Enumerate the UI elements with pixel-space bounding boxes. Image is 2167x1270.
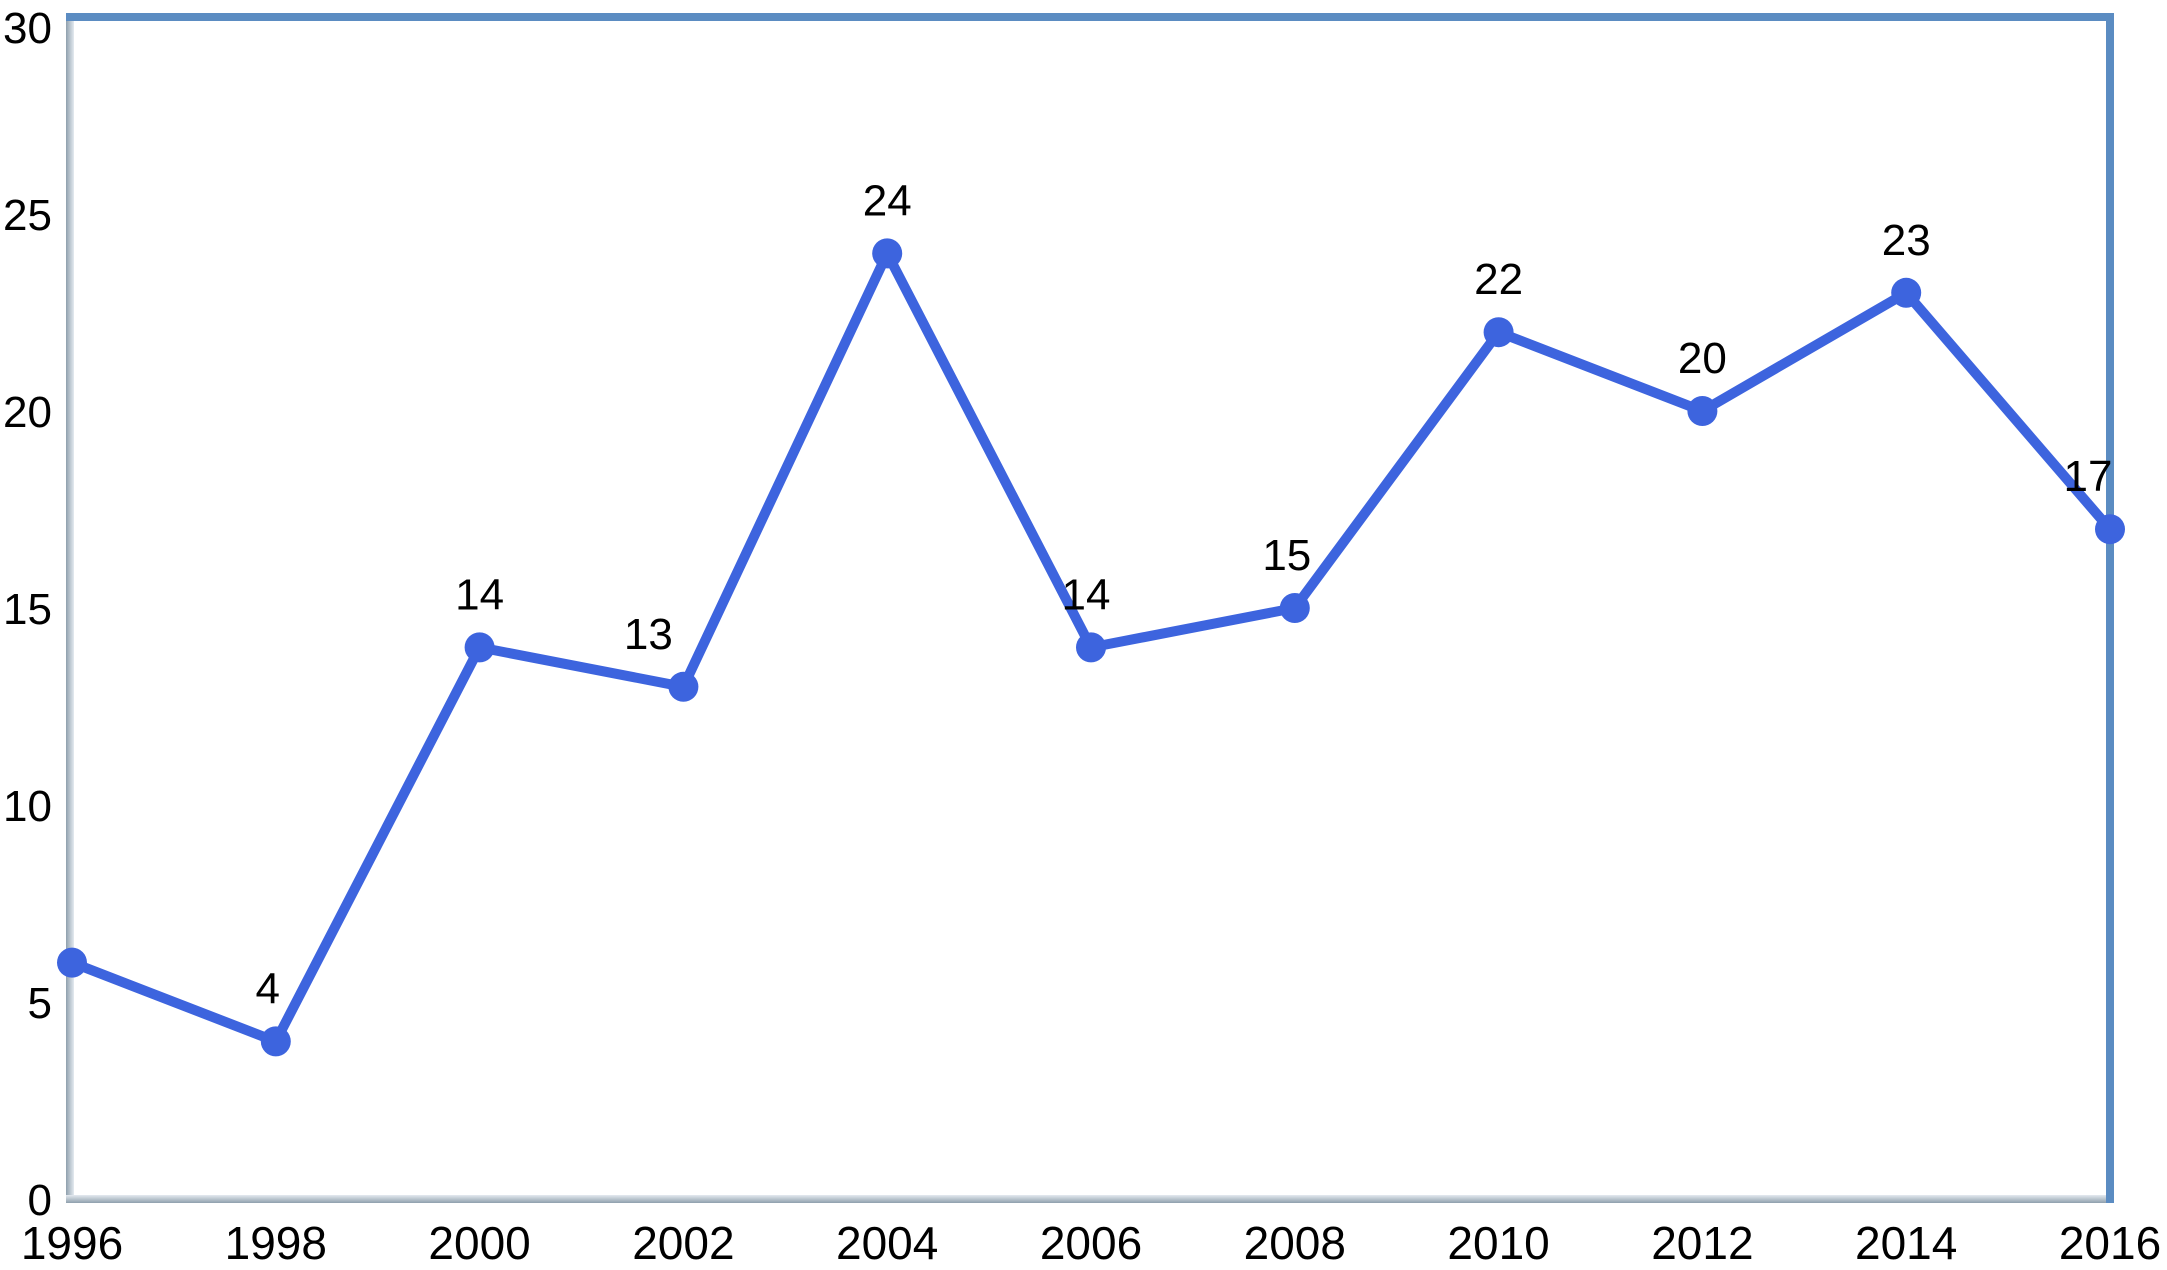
data-point (1279, 593, 1310, 623)
frame-right-border (2106, 13, 2114, 1203)
y-axis-line (66, 21, 74, 1203)
x-tick-label: 1998 (225, 1217, 327, 1269)
x-tick-label: 2004 (836, 1217, 938, 1269)
y-tick-label: 25 (3, 191, 52, 240)
y-tick-label: 10 (3, 782, 52, 831)
data-point (1891, 277, 1922, 308)
x-tick-label: 2000 (428, 1217, 530, 1269)
data-point (1483, 317, 1514, 348)
x-tick-label: 2002 (632, 1217, 734, 1269)
x-tick-label: 2008 (1244, 1217, 1346, 1269)
data-point-label: 23 (1882, 216, 1931, 265)
x-tick-label: 2006 (1040, 1217, 1142, 1269)
y-tick-label: 0 (28, 1176, 52, 1225)
x-tick-label: 2016 (2059, 1217, 2161, 1269)
data-point-label: 14 (1062, 570, 1111, 619)
data-point-label: 22 (1474, 255, 1523, 304)
frame-top-border (66, 13, 2114, 21)
data-point (668, 671, 699, 702)
data-point-label: 4 (256, 964, 280, 1013)
y-tick-label: 5 (28, 979, 52, 1028)
data-point-label: 13 (624, 610, 673, 659)
x-tick-label: 2012 (1651, 1217, 1753, 1269)
data-point (464, 632, 495, 663)
x-tick-label: 2014 (1855, 1217, 1957, 1269)
data-point-label: 15 (1262, 531, 1311, 580)
data-point (1687, 396, 1718, 426)
data-point-label: 24 (863, 176, 912, 225)
data-point-label: 20 (1678, 334, 1727, 383)
data-point-label: 17 (2064, 452, 2113, 501)
x-axis-line (66, 1195, 2106, 1203)
x-tick-label: 2010 (1447, 1217, 1549, 1269)
data-point-label: 14 (455, 570, 504, 619)
data-point (872, 238, 903, 269)
data-point (57, 947, 87, 978)
y-tick-label: 20 (3, 388, 52, 437)
y-tick-label: 15 (3, 585, 52, 634)
x-tick-label: 1996 (21, 1217, 123, 1269)
y-tick-label: 30 (3, 4, 52, 53)
data-point (2095, 514, 2125, 545)
data-point (1076, 632, 1106, 663)
data-point (260, 1026, 291, 1057)
